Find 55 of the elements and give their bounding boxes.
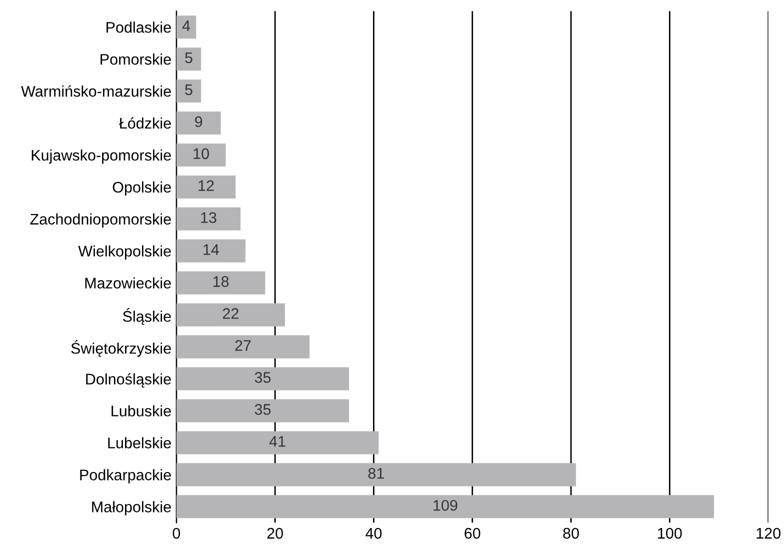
y-tick-label: Zachodniopomorskie — [30, 213, 171, 228]
data-label: 5 — [185, 84, 192, 96]
data-label: 35 — [254, 404, 271, 415]
bar — [176, 303, 285, 326]
data-label: 22 — [222, 308, 238, 319]
y-tick-label: Pomorskie — [100, 54, 171, 65]
y-tick-label: Łódzkie — [119, 117, 171, 129]
y-tick-label: Wielkopolskie — [78, 245, 171, 260]
data-label: 109 — [434, 500, 458, 511]
bar — [176, 80, 202, 103]
y-tick-label: Podkarpackie — [80, 469, 171, 484]
data-label: 18 — [213, 276, 229, 287]
bar — [176, 112, 221, 135]
y-tick-label: Warmińsko-mazurskie — [21, 85, 171, 97]
y-tick-label: Lubelskie — [108, 437, 171, 448]
x-tick-label: 0 — [172, 528, 180, 539]
data-label: 12 — [198, 180, 214, 191]
x-tick-label: 60 — [464, 528, 480, 539]
data-label: 35 — [254, 372, 271, 383]
bar — [176, 495, 714, 518]
data-label: 4 — [182, 20, 190, 32]
y-tick-label: Lubuskie — [112, 405, 171, 416]
y-tick-label: Kujawsko-pomorskie — [32, 149, 171, 164]
data-label: 41 — [269, 436, 286, 447]
data-label: 9 — [195, 116, 202, 128]
bar — [176, 335, 310, 358]
bar — [176, 367, 350, 390]
data-label: 10 — [194, 148, 209, 160]
bar — [176, 207, 241, 230]
y-tick-label: Śląskie — [122, 308, 171, 325]
data-label: 5 — [185, 52, 192, 64]
y-tick-label: Opolskie — [112, 181, 171, 196]
y-tick-label: Małopolskie — [92, 501, 171, 516]
x-tick-label: 20 — [267, 528, 283, 539]
data-label: 81 — [368, 468, 384, 479]
bar — [176, 399, 350, 422]
x-tick-label: 80 — [563, 528, 579, 539]
data-label: 13 — [201, 212, 216, 224]
data-label: 14 — [204, 244, 219, 255]
bar — [176, 143, 226, 166]
y-tick-label: Dolnośląskie — [86, 373, 171, 388]
x-tick-label: 100 — [658, 528, 682, 539]
bar — [176, 431, 379, 454]
data-label: 27 — [235, 340, 251, 351]
x-tick-label: 40 — [366, 528, 382, 539]
bar — [176, 16, 196, 39]
bar — [176, 48, 202, 71]
y-tick-label: Podlaskie — [106, 22, 171, 33]
x-tick-label: 120 — [756, 528, 780, 539]
bar — [176, 175, 236, 198]
bar — [176, 271, 266, 294]
bar — [176, 239, 246, 262]
y-tick-label: Mazowieckie — [85, 277, 171, 289]
y-tick-label: Świętokrzyskie — [71, 340, 171, 357]
bar — [176, 463, 576, 486]
